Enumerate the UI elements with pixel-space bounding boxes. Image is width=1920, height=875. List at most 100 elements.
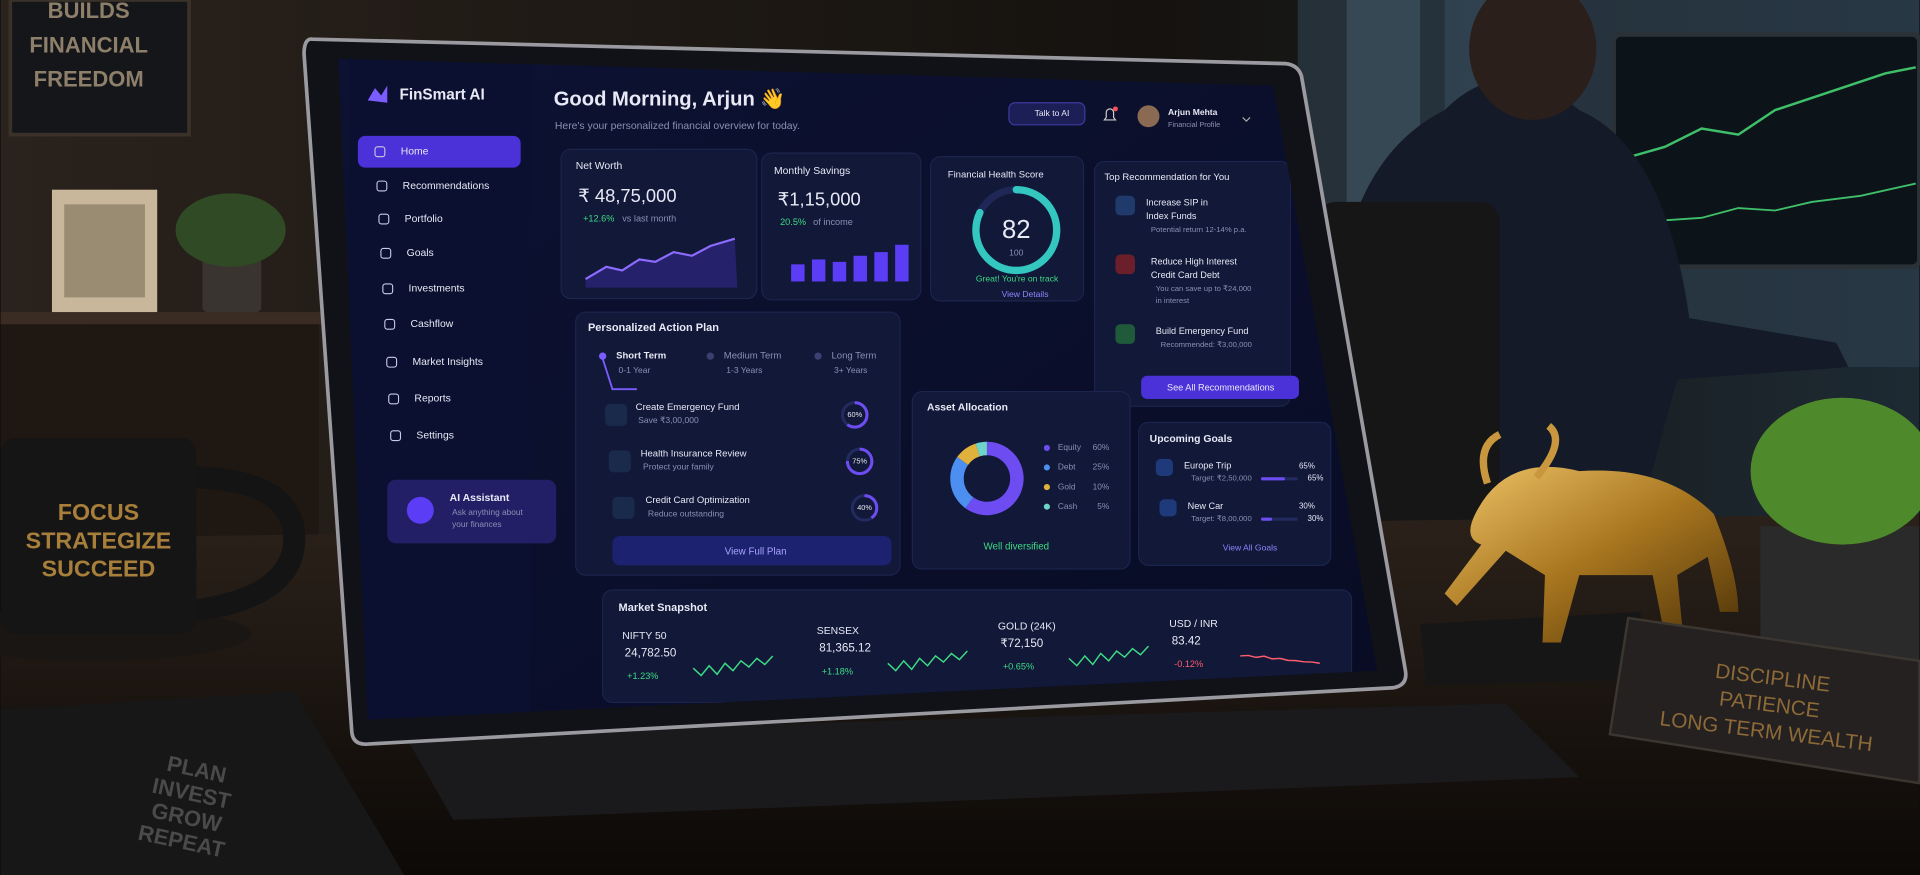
goal-list: Europe Trip Target: ₹2,50,000 65% 65% New Ca… bbox=[1155, 458, 1324, 523]
reco-detail: You can save up to ₹24,000 bbox=[1156, 284, 1252, 293]
score-link[interactable]: View Details bbox=[1002, 289, 1049, 299]
plan-detail: Reduce outstanding bbox=[648, 508, 724, 518]
reco-icon bbox=[1115, 195, 1135, 216]
chevron[interactable] bbox=[1242, 117, 1251, 123]
goal-target: Target: ₹2,50,000 bbox=[1191, 474, 1251, 483]
legend-dot bbox=[1043, 503, 1050, 510]
goal-name: New Car bbox=[1188, 501, 1224, 511]
market-list: NIFTY 50 24,782.50 +1.23% SENSEX 81,365.12 +1… bbox=[622, 619, 1320, 681]
reco-icon bbox=[1115, 254, 1135, 275]
tab-name[interactable]: Short Term bbox=[616, 351, 666, 362]
badge bbox=[1112, 106, 1118, 112]
trend-line bbox=[584, 237, 736, 280]
legend-value: 25% bbox=[1093, 462, 1110, 472]
goal-bar bbox=[1261, 517, 1273, 521]
nav-item[interactable]: Portfolio bbox=[405, 214, 443, 225]
screen: FinSmart AI Home Recommendations Portfolio… bbox=[338, 58, 1378, 720]
donut-slice bbox=[965, 441, 1024, 516]
progress-ring bbox=[845, 447, 874, 476]
goal-label: 65% bbox=[1308, 474, 1324, 483]
nav-item[interactable]: Settings bbox=[416, 430, 454, 441]
bell[interactable] bbox=[1103, 108, 1117, 121]
score: 82 bbox=[1002, 216, 1031, 244]
brand: FinSmart AI bbox=[400, 86, 485, 103]
rate-note: of income bbox=[813, 217, 853, 227]
deco-bar bbox=[853, 255, 867, 282]
shelf bbox=[0, 312, 331, 325]
nav-icon bbox=[380, 247, 392, 259]
assistant-title: AI Assistant bbox=[450, 493, 510, 504]
tab-name[interactable]: Medium Term bbox=[724, 351, 782, 362]
nav-item[interactable]: Cashflow bbox=[411, 319, 454, 330]
reco-title: Reduce High Interest bbox=[1151, 256, 1237, 266]
goal-icon bbox=[1155, 458, 1173, 477]
bull-horns bbox=[1479, 423, 1560, 485]
keyboard bbox=[404, 703, 1580, 820]
poster bbox=[8, 0, 191, 137]
card-title: Net Worth bbox=[576, 161, 623, 172]
market-name: USD / INR bbox=[1169, 619, 1218, 630]
goal-label: 30% bbox=[1308, 514, 1324, 523]
nav-item[interactable]: Reports bbox=[414, 394, 450, 405]
card-title: Monthly Savings bbox=[774, 166, 850, 177]
legend-value: 10% bbox=[1093, 481, 1110, 491]
mug-text: SUCCEED bbox=[42, 555, 156, 581]
card-title: Personalized Action Plan bbox=[588, 322, 719, 334]
plan-title: Create Emergency Fund bbox=[636, 402, 740, 413]
reco-detail: Recommended: ₹3,00,000 bbox=[1161, 340, 1252, 349]
nav-icon bbox=[388, 393, 400, 405]
market-value: 81,365.12 bbox=[819, 642, 871, 655]
monitor-line bbox=[1621, 182, 1916, 228]
mug-handle bbox=[182, 466, 306, 623]
legend-value: 60% bbox=[1093, 442, 1110, 452]
deco-bar bbox=[832, 261, 847, 282]
nav-item[interactable]: Market Insights bbox=[412, 357, 482, 368]
nav-item[interactable]: Investments bbox=[409, 284, 465, 295]
plan-detail: Save ₹3,00,000 bbox=[638, 415, 699, 425]
progress-label: 60% bbox=[847, 410, 862, 419]
monitor-line bbox=[1621, 66, 1917, 161]
nav-item[interactable]: Home bbox=[401, 146, 429, 157]
nav-icon bbox=[376, 180, 388, 192]
savings-value: ₹1,15,000 bbox=[778, 189, 861, 210]
plant-pot bbox=[1760, 526, 1920, 661]
reco-button[interactable] bbox=[1141, 375, 1299, 399]
score-ring bbox=[972, 186, 1061, 275]
tab-range: 0-1 Year bbox=[619, 365, 651, 375]
progress-label: 75% bbox=[852, 456, 867, 465]
nav-item[interactable]: Goals bbox=[407, 248, 434, 259]
reco-title: Index Funds bbox=[1146, 211, 1197, 221]
nav-icon bbox=[390, 430, 402, 442]
subtitle: Here's your personalized financial overv… bbox=[555, 121, 800, 132]
plan-button-text: View Full Plan bbox=[725, 547, 787, 558]
goal-target: Target: ₹8,00,000 bbox=[1191, 514, 1251, 523]
assistant-card[interactable] bbox=[387, 479, 557, 544]
talk-button[interactable] bbox=[1008, 102, 1086, 126]
reco-detail: Potential return 12-14% p.a. bbox=[1151, 225, 1247, 234]
mug-text: FOCUS bbox=[58, 499, 139, 525]
nav-icon bbox=[386, 356, 398, 368]
user-name: Arjun Mehta bbox=[1168, 107, 1218, 117]
avatar[interactable] bbox=[1137, 105, 1160, 128]
nav-active[interactable] bbox=[357, 135, 521, 168]
market-change: +1.23% bbox=[627, 671, 658, 681]
plaque bbox=[1608, 616, 1920, 785]
progress-ring bbox=[840, 401, 869, 429]
goal-icon bbox=[1159, 499, 1177, 517]
recommendation-list: Increase SIP in Index Funds Potential retu… bbox=[1115, 195, 1252, 349]
goals-link[interactable]: View All Goals bbox=[1223, 543, 1277, 553]
nav: Home Recommendations Portfolio Goals Investm… bbox=[374, 146, 490, 442]
card-title: Asset Allocation bbox=[927, 402, 1008, 413]
goal-name: Europe Trip bbox=[1184, 461, 1231, 471]
poster-text: FREEDOM bbox=[34, 67, 144, 92]
goal-bar bbox=[1261, 477, 1285, 481]
plan-button[interactable] bbox=[612, 536, 892, 566]
tab-name[interactable]: Long Term bbox=[832, 351, 877, 362]
change-note: vs last month bbox=[622, 213, 676, 223]
nav-item[interactable]: Recommendations bbox=[403, 181, 490, 192]
nav-icon bbox=[378, 213, 390, 225]
plan-icon bbox=[612, 496, 635, 519]
market-value: 83.42 bbox=[1172, 634, 1201, 647]
sparkline bbox=[692, 655, 774, 677]
